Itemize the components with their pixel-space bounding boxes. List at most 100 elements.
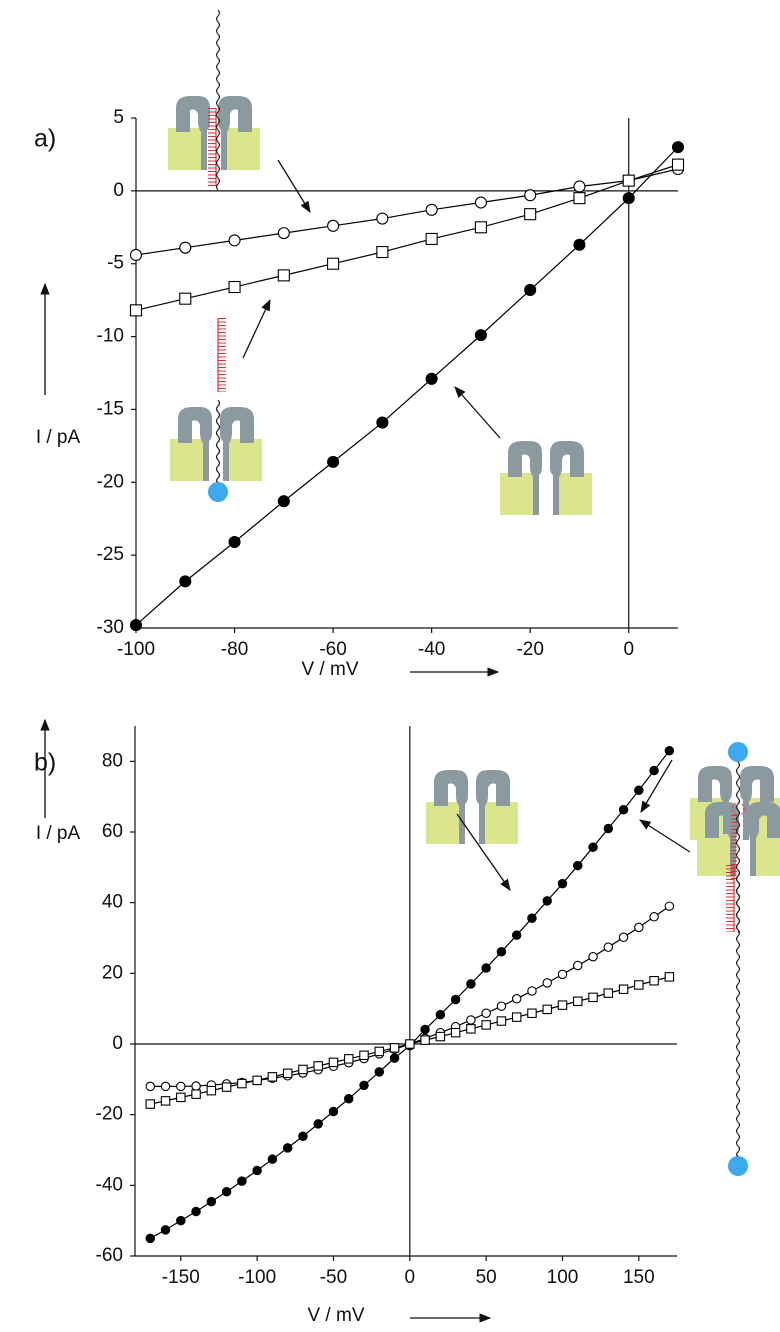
marker-square bbox=[327, 257, 340, 270]
marker-circle bbox=[664, 901, 675, 911]
x-tick-label: 50 bbox=[476, 1267, 497, 1288]
marker-circle bbox=[435, 1009, 446, 1020]
marker-circle bbox=[524, 283, 537, 296]
marker-square bbox=[267, 1072, 278, 1082]
series-line bbox=[135, 146, 679, 626]
marker-square bbox=[481, 1020, 491, 1030]
panel-label: a) bbox=[34, 125, 56, 153]
marker-circle bbox=[557, 878, 568, 889]
marker-circle bbox=[359, 1080, 369, 1091]
marker-circle bbox=[176, 1215, 186, 1226]
marker-circle bbox=[524, 189, 537, 202]
marker-circle bbox=[511, 994, 522, 1004]
x-tick-label: -50 bbox=[320, 1267, 347, 1288]
cartoons bbox=[40, 96, 780, 1323]
arrow bbox=[454, 386, 501, 439]
marker-circle bbox=[343, 1094, 354, 1104]
marker-circle bbox=[496, 1001, 507, 1011]
marker-circle bbox=[466, 1015, 476, 1025]
marker-square bbox=[588, 992, 598, 1003]
y-tick-label: -10 bbox=[97, 326, 124, 347]
marker-circle bbox=[481, 1008, 491, 1019]
marker-circle bbox=[228, 234, 241, 247]
marker-circle bbox=[618, 932, 629, 943]
marker-circle bbox=[425, 203, 438, 216]
marker-circle bbox=[267, 1154, 278, 1164]
marker-square bbox=[664, 972, 675, 982]
marker-circle bbox=[376, 212, 389, 225]
x-tick-label: -150 bbox=[162, 1267, 200, 1288]
marker-circle bbox=[228, 535, 241, 549]
dna-strand bbox=[215, 399, 221, 483]
arrow bbox=[456, 813, 511, 891]
bead bbox=[728, 1156, 748, 1176]
marker-square bbox=[191, 1089, 201, 1099]
arrow bbox=[277, 159, 311, 213]
marker-circle bbox=[327, 455, 340, 468]
arrow bbox=[242, 298, 271, 359]
marker-square bbox=[405, 1039, 415, 1049]
marker-square bbox=[129, 304, 143, 317]
marker-square bbox=[145, 1099, 156, 1109]
marker-square bbox=[206, 1085, 217, 1096]
marker-circle bbox=[573, 960, 583, 971]
marker-square bbox=[618, 984, 629, 994]
marker-circle bbox=[277, 227, 290, 240]
marker-circle bbox=[542, 978, 552, 988]
x-tick-label: 0 bbox=[623, 639, 634, 660]
marker-square bbox=[374, 1046, 385, 1057]
y-tick-label: -5 bbox=[107, 253, 124, 274]
marker-square bbox=[634, 980, 644, 990]
marker-circle bbox=[389, 1053, 400, 1063]
marker-circle bbox=[221, 1186, 232, 1197]
marker-square bbox=[389, 1043, 400, 1053]
marker-circle bbox=[179, 575, 192, 588]
y-tick-label: 20 bbox=[102, 962, 123, 983]
marker-square bbox=[176, 1092, 186, 1103]
series-line bbox=[135, 164, 679, 311]
marker-square bbox=[425, 232, 438, 245]
marker-square bbox=[313, 1061, 323, 1071]
marker-circle bbox=[191, 1206, 201, 1217]
y-tick-label: 0 bbox=[113, 180, 124, 201]
y-tick-label: -25 bbox=[97, 544, 124, 565]
marker-circle bbox=[328, 1106, 339, 1117]
marker-circle bbox=[252, 1165, 262, 1176]
x-tick-label: -60 bbox=[319, 639, 346, 660]
marker-circle bbox=[474, 196, 487, 209]
arrow bbox=[639, 819, 691, 853]
marker-square bbox=[282, 1068, 293, 1079]
marker-circle bbox=[573, 860, 583, 871]
marker-circle bbox=[191, 1081, 201, 1091]
marker-circle bbox=[376, 416, 389, 429]
marker-square bbox=[228, 280, 241, 294]
marker-circle bbox=[603, 942, 614, 952]
dna-strand bbox=[215, 9, 221, 191]
marker-circle bbox=[618, 804, 629, 815]
marker-circle bbox=[527, 913, 537, 923]
marker-square bbox=[328, 1057, 339, 1068]
marker-circle bbox=[603, 823, 614, 834]
y-axis-label: I / pA bbox=[36, 823, 81, 844]
marker-circle bbox=[634, 785, 644, 796]
marker-circle bbox=[664, 745, 675, 756]
y-tick-label: -60 bbox=[96, 1245, 123, 1266]
marker-square bbox=[450, 1027, 461, 1038]
marker-square bbox=[420, 1035, 430, 1045]
marker-circle bbox=[511, 930, 522, 940]
marker-square bbox=[343, 1054, 354, 1064]
marker-square bbox=[221, 1082, 232, 1092]
marker-square bbox=[557, 1000, 568, 1010]
marker-circle bbox=[282, 1143, 293, 1153]
pore-icon bbox=[426, 770, 518, 844]
marker-square bbox=[542, 1004, 552, 1015]
marker-circle bbox=[313, 1119, 323, 1129]
marker-square bbox=[466, 1024, 476, 1034]
x-axis-label: V / mV bbox=[301, 659, 358, 680]
marker-circle bbox=[527, 986, 537, 996]
marker-square bbox=[359, 1050, 369, 1061]
y-axis-label: I / pA bbox=[36, 427, 81, 448]
marker-circle bbox=[206, 1196, 217, 1207]
